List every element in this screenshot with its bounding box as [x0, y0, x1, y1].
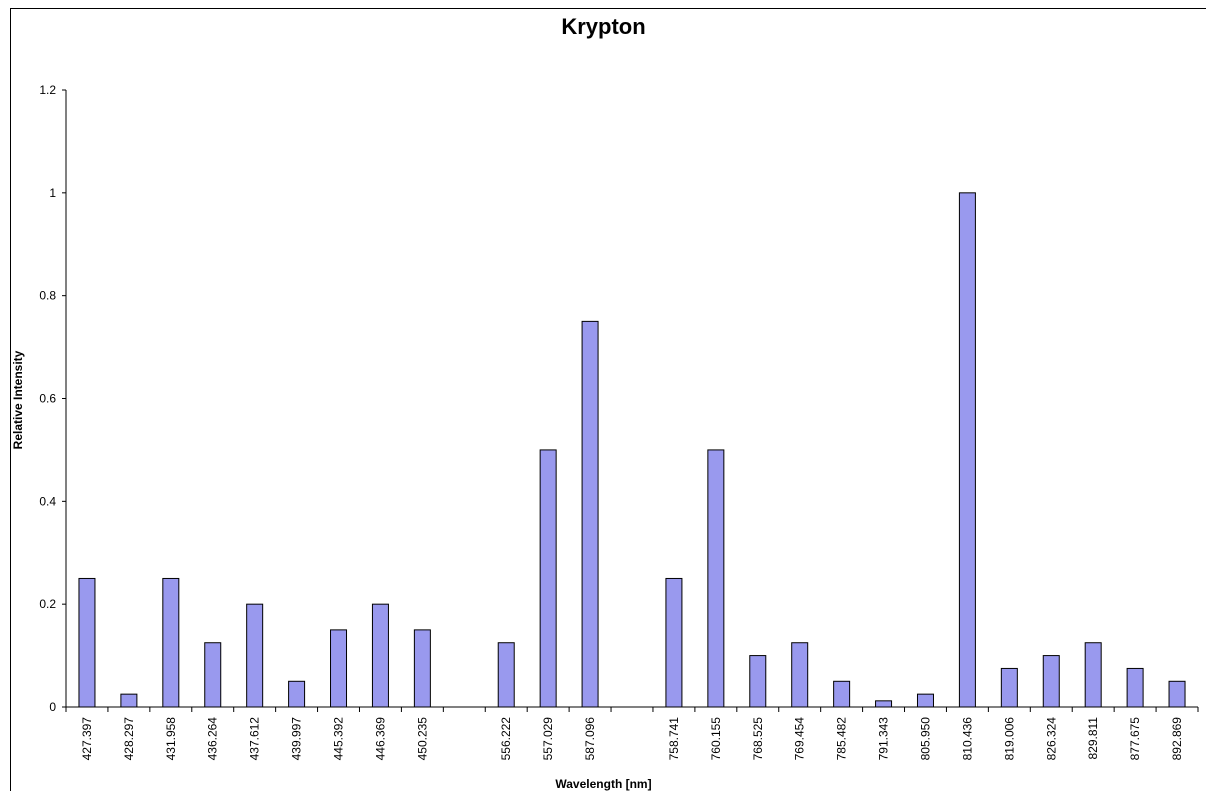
bar: [1084, 642, 1102, 708]
bar: [120, 693, 138, 708]
bar: [791, 642, 809, 708]
bar: [749, 655, 767, 708]
x-tick-label: 445.392: [332, 717, 346, 761]
x-tick-label: 450.235: [415, 717, 429, 761]
chart-frame: [10, 8, 1206, 791]
bar: [707, 449, 725, 708]
bar: [833, 680, 851, 708]
x-tick-label: 768.525: [751, 717, 765, 761]
bar: [958, 192, 976, 708]
y-tick-label: 0.4: [39, 494, 56, 508]
bar: [665, 577, 683, 708]
x-tick-label: 557.029: [541, 717, 555, 761]
x-tick-label: 819.006: [1002, 717, 1016, 761]
bar: [1000, 667, 1018, 708]
x-tick-label: 428.297: [122, 717, 136, 761]
y-tick-label: 0.8: [39, 289, 56, 303]
x-tick-label: 769.454: [793, 717, 807, 761]
bar: [413, 629, 431, 708]
x-tick-label: 877.675: [1128, 717, 1142, 761]
x-tick-label: 439.997: [290, 717, 304, 761]
x-tick-label: 760.155: [709, 717, 723, 761]
bar: [1042, 655, 1060, 708]
bar: [330, 629, 348, 708]
x-tick-label: 431.958: [164, 717, 178, 761]
y-tick-label: 0.2: [39, 597, 56, 611]
x-tick-label: 810.436: [960, 717, 974, 761]
y-tick-label: 0.6: [39, 392, 56, 406]
x-tick-label: 791.343: [877, 717, 891, 761]
bar: [246, 603, 264, 708]
x-tick-label: 829.811: [1086, 717, 1100, 760]
x-tick-label: 427.397: [80, 717, 94, 761]
bar: [875, 700, 893, 708]
bar: [581, 320, 599, 708]
bar: [497, 642, 515, 708]
y-tick-label: 0: [49, 700, 56, 714]
x-tick-label: 826.324: [1044, 717, 1058, 761]
bar: [288, 680, 306, 708]
bar: [204, 642, 222, 708]
x-tick-label: 556.222: [499, 717, 513, 761]
y-tick-label: 1: [49, 186, 56, 200]
y-tick-label: 1.2: [39, 83, 56, 97]
x-tick-label: 437.612: [248, 717, 262, 761]
bar: [1168, 680, 1186, 708]
bar: [78, 577, 96, 708]
x-axis-label: Wavelength [nm]: [555, 777, 652, 791]
x-tick-label: 785.482: [835, 717, 849, 761]
x-tick-label: 892.869: [1170, 717, 1184, 761]
bar: [162, 577, 180, 708]
x-tick-label: 758.741: [667, 717, 681, 761]
bar: [539, 449, 557, 708]
x-tick-label: 805.950: [918, 717, 932, 761]
bar: [371, 603, 389, 708]
bar: [1126, 667, 1144, 708]
x-tick-label: 436.264: [206, 717, 220, 761]
x-tick-label: 446.369: [373, 717, 387, 761]
chart-title: Krypton: [561, 14, 646, 39]
x-tick-label: 587.096: [583, 717, 597, 761]
bar: [916, 693, 934, 708]
